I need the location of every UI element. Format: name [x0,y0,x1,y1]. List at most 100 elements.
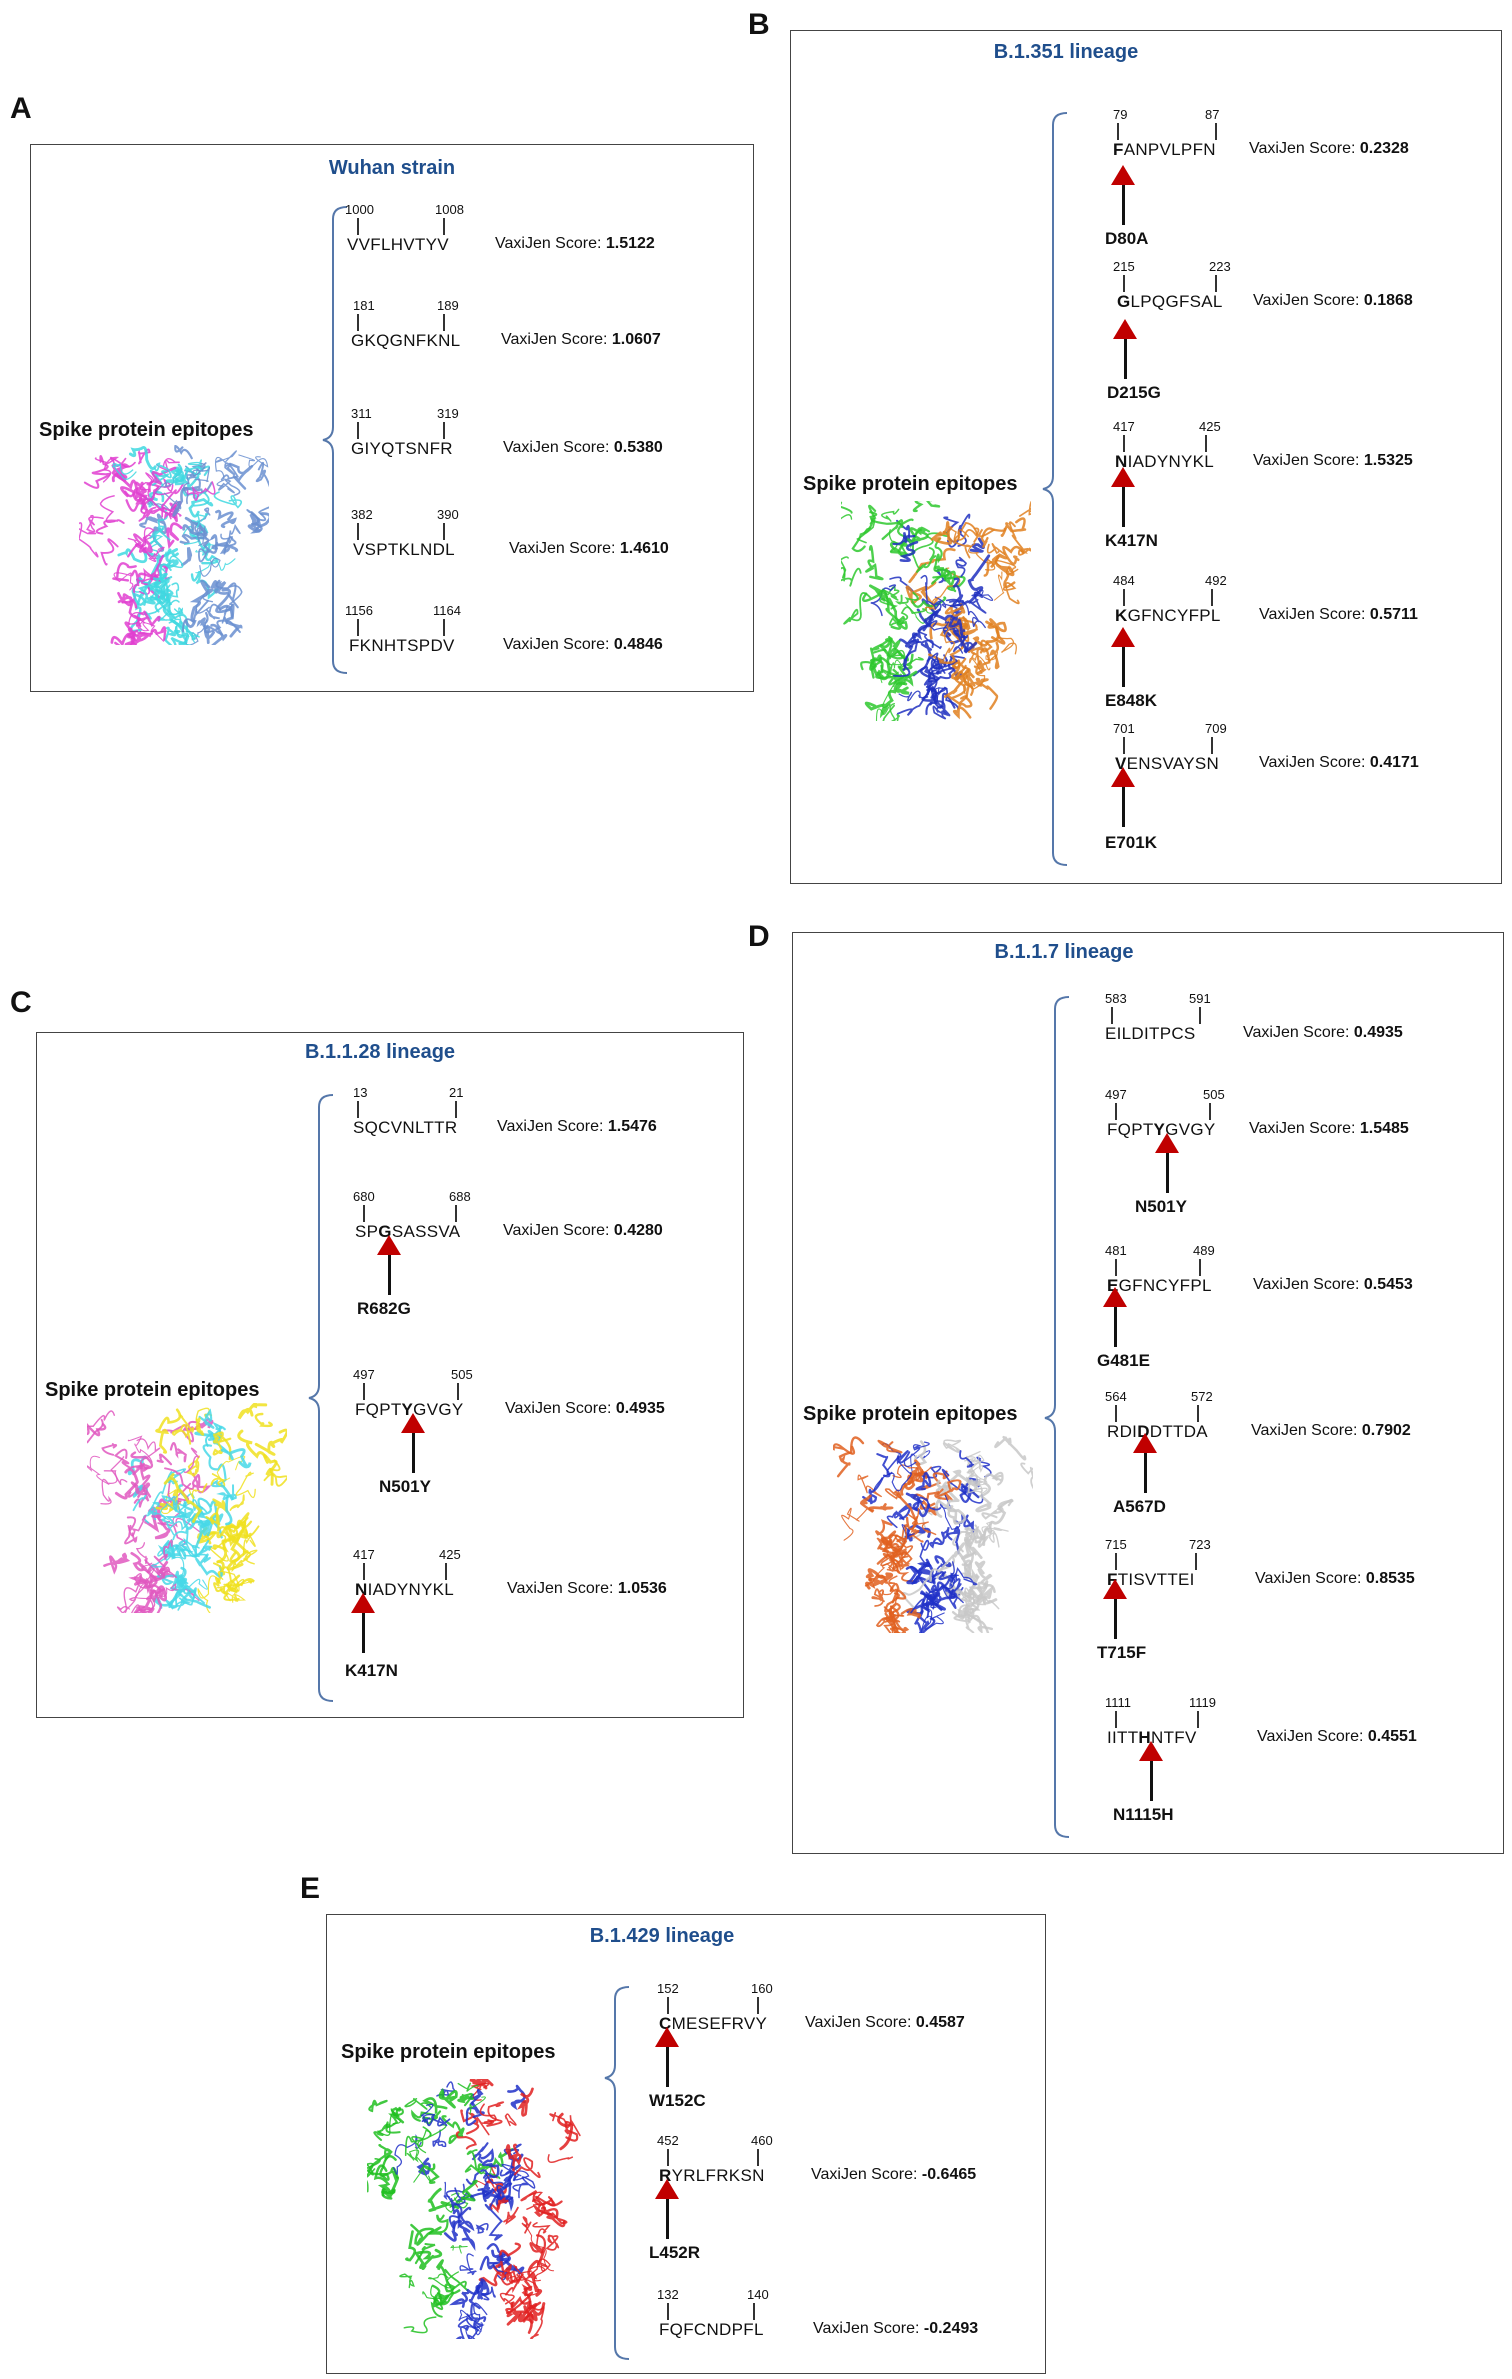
arrow-shaft [388,1255,391,1295]
protein-ribbon [153,462,172,479]
protein-ribbon [110,621,138,645]
epitope-row: 132 140 FQFCNDPFL VaxiJen Score: -0.2493 [655,2287,1075,2367]
mutation-arrow: D80A [1105,165,1231,255]
protein-ribbon [469,2096,486,2115]
vaxijen-score: VaxiJen Score: 0.5380 [503,439,663,457]
score-label: VaxiJen Score: [507,1580,618,1597]
protein-ribbon [957,600,986,629]
start-tick [357,314,359,331]
mutation-arrowhead [655,2179,679,2199]
protein-ribbon [127,527,155,548]
start-tick [1115,1259,1117,1276]
protein-ribbon [128,446,157,470]
score-label: VaxiJen Score: [813,2320,924,2337]
spike-protein-structure-image [79,445,269,645]
protein-ribbon [87,1455,110,1485]
protein-ribbon [155,1489,179,1512]
start-position: 481 [1105,1243,1127,1258]
epitope-sequence: NIADYNYKL [1115,452,1214,472]
mutation-arrow: R682G [357,1235,497,1325]
protein-ribbon [235,1471,256,1499]
protein-ribbon [138,506,157,522]
start-position: 680 [353,1189,375,1204]
mutation-label: K417N [345,1661,398,1680]
protein-ribbon [966,1461,981,1491]
vaxijen-score: VaxiJen Score: 0.2328 [1249,140,1409,158]
protein-ribbon [163,1473,203,1523]
start-position: 484 [1113,573,1135,588]
vaxijen-score: VaxiJen Score: 1.5476 [497,1118,657,1136]
epitope-sequence: VVFLHVTYV [347,235,449,254]
protein-ribbon [134,1562,155,1600]
protein-ribbon [868,584,905,622]
start-position: 1111 [1105,1695,1132,1710]
vaxijen-score: VaxiJen Score: -0.2493 [813,2320,978,2338]
mutation-arrow: E701K [1105,767,1231,857]
score-label: VaxiJen Score: [495,235,606,252]
score-value: 0.7902 [1361,1422,1411,1439]
start-tick [363,1205,365,1222]
protein-ribbon [183,481,216,501]
panel-label-d: D [748,920,770,953]
protein-ribbon [111,472,139,491]
sequence-prefix: RDI [1107,1422,1138,1441]
protein-ribbon [557,2112,574,2151]
epitope-sequence: KGFNCYFPL [1115,606,1221,626]
protein-ribbons [87,1403,287,1613]
protein-ribbon [182,1447,200,1474]
score-label: VaxiJen Score: [1255,1570,1366,1587]
protein-ribbon [527,2248,546,2297]
mutation-arrowhead [351,1593,375,1613]
protein-ribbon [833,1443,856,1455]
start-position: 382 [351,507,373,522]
protein-ribbon [475,2278,490,2300]
start-position: 497 [1105,1087,1127,1102]
protein-ribbon [212,1562,236,1587]
protein-ribbon [220,1448,252,1469]
protein-ribbon [901,1523,915,1543]
protein-ribbon [942,628,955,661]
protein-ribbon [183,465,193,505]
protein-ribbon [134,1560,169,1594]
protein-ribbon [465,2101,485,2126]
protein-ribbon [930,613,964,638]
protein-ribbon [86,514,104,533]
protein-ribbon [898,690,930,702]
protein-ribbon [216,1455,246,1481]
spike-protein-structure-image [833,1436,1033,1633]
end-tick [455,1205,457,1222]
protein-ribbon [476,2103,497,2136]
sequence-rest: YRLFRKSN [671,2166,765,2185]
protein-ribbon [218,478,241,496]
mutation-arrow: L452R [649,2179,775,2269]
start-tick [357,422,359,439]
end-position: 425 [439,1547,461,1562]
protein-ribbon [994,553,1016,589]
sequence-rest: LPQGFSAL [1130,292,1223,311]
protein-ribbon [480,2286,496,2301]
epitope-sequence: GKQGNFKNL [351,331,461,350]
protein-ribbon [188,497,214,518]
protein-ribbon [971,589,994,601]
start-position: 1156 [345,603,373,618]
protein-ribbon [147,1475,172,1521]
epitope-sequence: EILDITPCS [1105,1024,1196,1043]
protein-ribbon [156,1453,173,1466]
protein-ribbon [134,1462,151,1496]
end-position: 505 [1203,1087,1225,1102]
mutation-label: E848K [1105,691,1157,710]
protein-ribbon [930,521,953,545]
score-value: 1.5485 [1359,1120,1409,1137]
protein-ribbon [896,1450,911,1465]
sequence-rest: ENSVAYSN [1126,754,1220,773]
protein-ribbon [161,1495,178,1512]
start-position: 497 [353,1367,375,1382]
protein-ribbon [87,1410,116,1428]
mutation-label: G481E [1097,1351,1150,1370]
score-label: VaxiJen Score: [1251,1422,1362,1439]
protein-ribbon [225,1592,246,1603]
protein-ribbon [930,1584,944,1609]
protein-ribbon [183,1553,211,1563]
arrow-shaft [1122,647,1125,687]
protein-ribbon [180,547,193,567]
